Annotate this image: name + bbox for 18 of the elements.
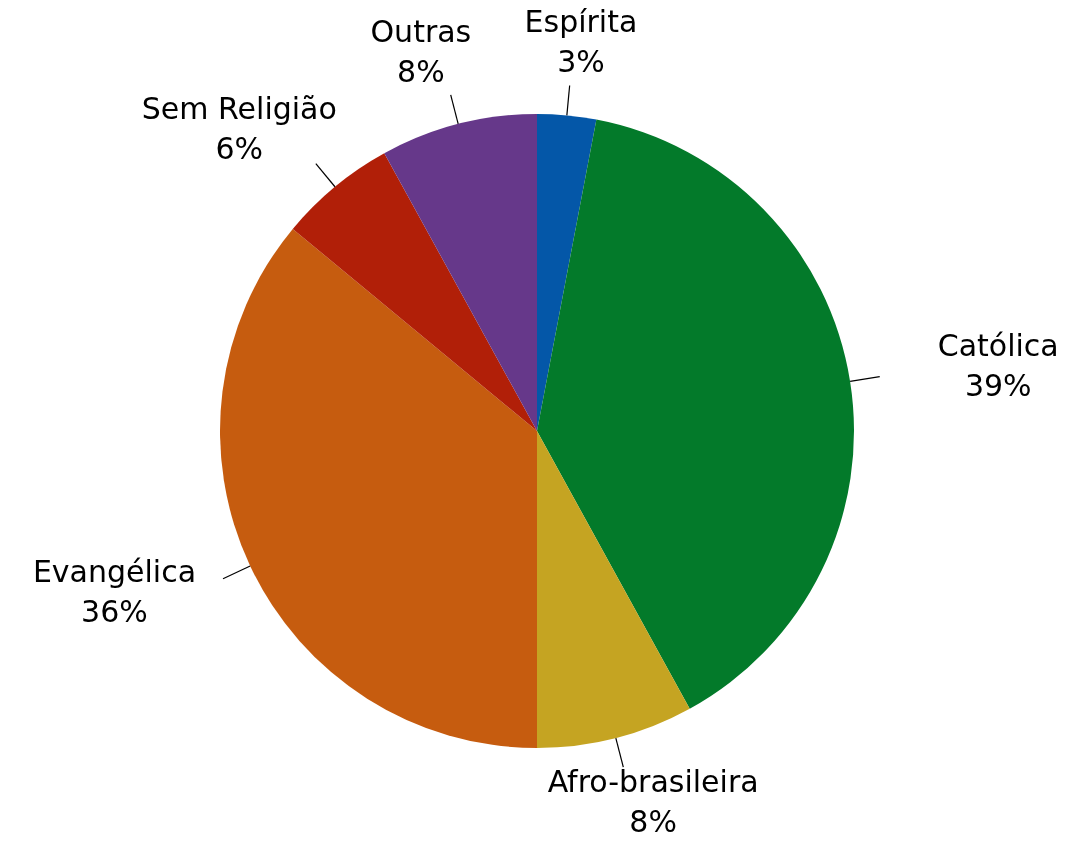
- slice-label: Católica: [937, 328, 1059, 364]
- slice-label: Sem Religião: [141, 90, 337, 126]
- slice-label: Afro-brasileira: [547, 763, 759, 799]
- pie-slice: [292, 153, 537, 431]
- pie-slice: [384, 114, 537, 431]
- data-label: 3%: [557, 43, 605, 79]
- data-label: 6%: [215, 130, 264, 166]
- slice-label: Evangélica: [32, 553, 197, 589]
- data-label: 8%: [397, 54, 445, 90]
- pie-slice: [537, 431, 690, 748]
- pie-slice: [537, 114, 597, 431]
- slice-label: Espírita: [524, 3, 638, 39]
- slice-label: Outras: [370, 14, 472, 50]
- data-label: 39%: [964, 368, 1032, 404]
- data-label: 36%: [81, 593, 148, 629]
- pie-slice: [220, 228, 537, 748]
- data-label: 8%: [629, 803, 677, 839]
- pie-slice: [537, 119, 854, 709]
